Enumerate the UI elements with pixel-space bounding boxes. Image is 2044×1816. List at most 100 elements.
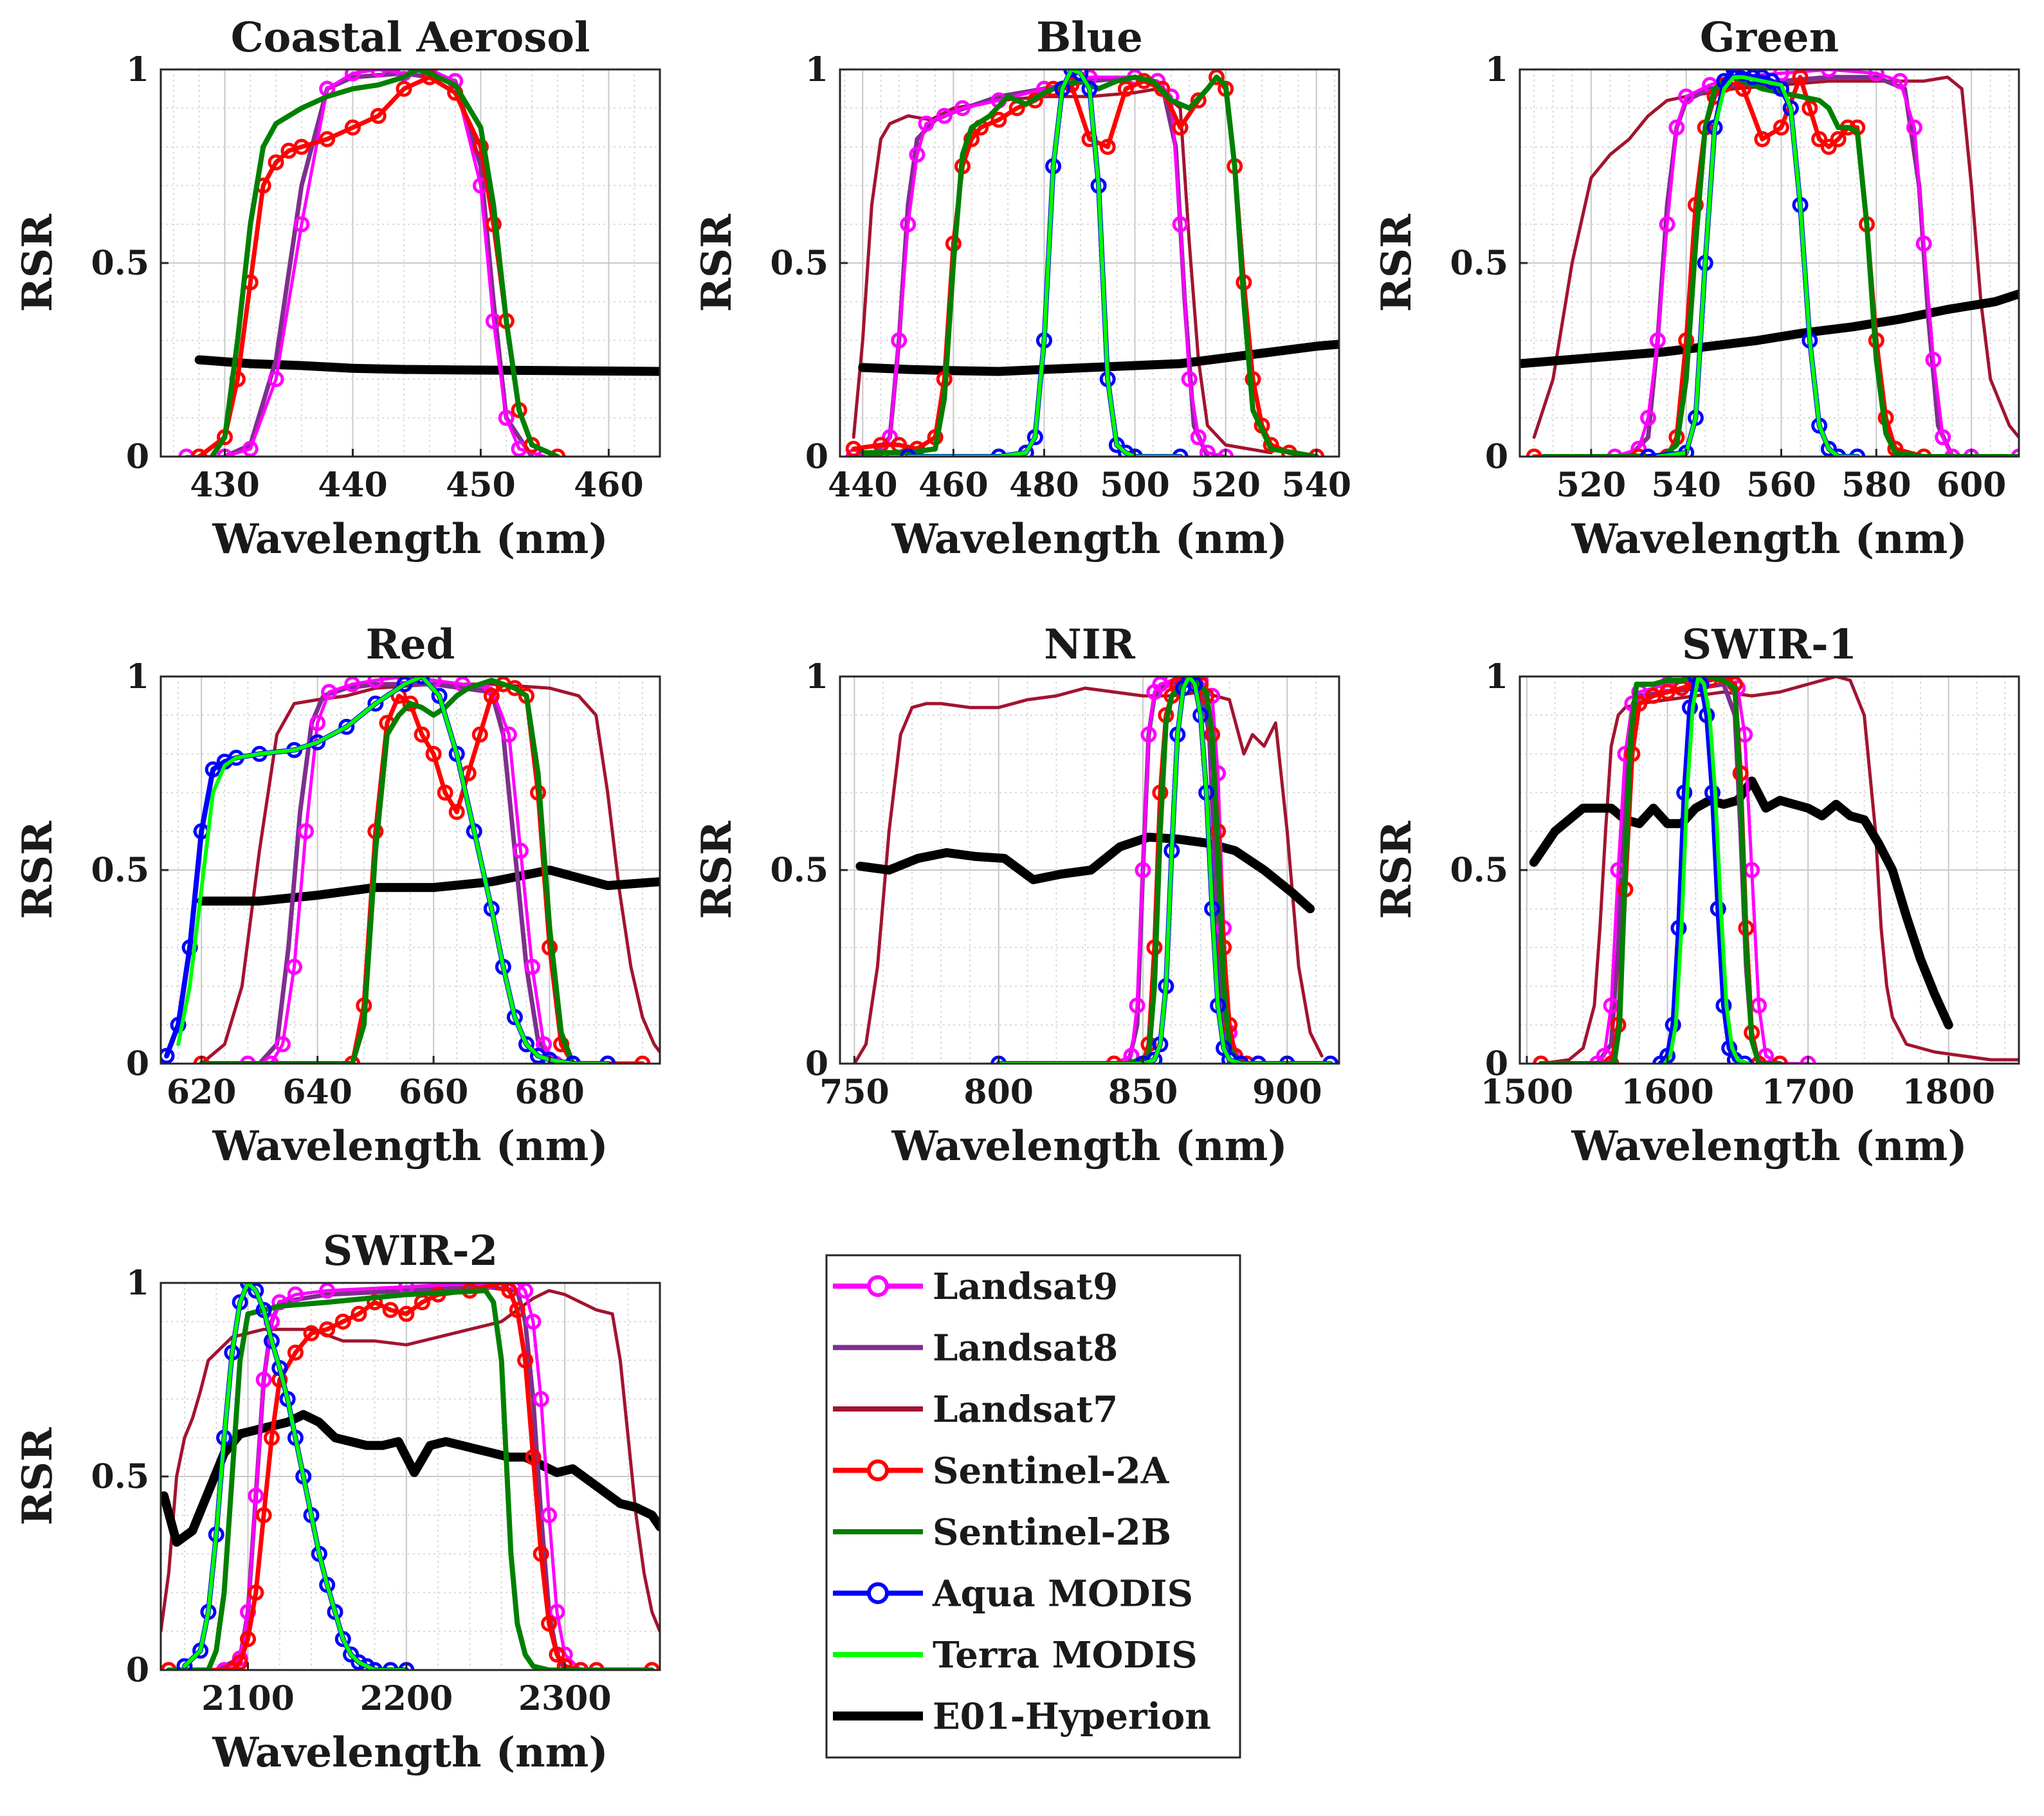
chart-title: Green bbox=[1700, 14, 1839, 62]
y-axis-label: RSR bbox=[1373, 821, 1421, 919]
y-tick-label: 0 bbox=[805, 437, 828, 477]
data-point bbox=[1117, 80, 1134, 97]
series-group bbox=[845, 69, 1339, 457]
data-point bbox=[1526, 448, 1542, 457]
x-tick-label: 430 bbox=[190, 466, 260, 505]
data-point bbox=[309, 734, 326, 750]
data-point bbox=[936, 107, 953, 124]
data-point bbox=[319, 1321, 336, 1338]
data-point bbox=[517, 1352, 534, 1368]
data-point bbox=[382, 1662, 399, 1670]
data-point bbox=[191, 448, 208, 457]
chart-panel: 440 460 480 500 520 540 0 0.5 1 Blue Wavelength (n… bbox=[693, 14, 1351, 563]
data-point bbox=[1172, 448, 1189, 457]
data-point bbox=[1135, 862, 1151, 878]
legend-marker bbox=[867, 1582, 889, 1604]
x-tick-label: 900 bbox=[1252, 1073, 1322, 1112]
data-point bbox=[572, 1662, 589, 1670]
series-line-aq bbox=[1657, 676, 1747, 1064]
x-tick-label: 440 bbox=[828, 466, 898, 505]
data-point bbox=[1649, 332, 1666, 349]
data-point bbox=[286, 959, 303, 975]
data-point bbox=[599, 1055, 616, 1064]
x-axis-label: Wavelength (nm) bbox=[891, 515, 1287, 563]
legend-entry: Terra MODIS bbox=[833, 1634, 1198, 1676]
data-point bbox=[239, 1055, 256, 1064]
data-point bbox=[1640, 410, 1657, 426]
chart-title: Coastal Aerosol bbox=[231, 14, 590, 62]
data-point bbox=[1906, 119, 1922, 136]
x-tick-label: 520 bbox=[1556, 466, 1627, 505]
data-point bbox=[274, 1036, 291, 1053]
data-point bbox=[338, 718, 355, 735]
series-line-s2a bbox=[166, 1283, 655, 1670]
data-point bbox=[1322, 1055, 1339, 1064]
x-tick-label: 800 bbox=[963, 1073, 1034, 1112]
y-tick-label: 1 bbox=[126, 657, 149, 696]
x-axis-label: Wavelength (nm) bbox=[212, 515, 608, 563]
data-point bbox=[414, 726, 430, 743]
data-point bbox=[517, 1283, 534, 1299]
chart-title: SWIR-2 bbox=[323, 1227, 498, 1275]
x-tick-label: 2100 bbox=[201, 1679, 295, 1718]
series-group bbox=[1529, 676, 2019, 1064]
data-point bbox=[396, 80, 412, 97]
y-axis-label: RSR bbox=[14, 1427, 62, 1525]
data-point bbox=[588, 1662, 605, 1670]
data-point bbox=[634, 1055, 651, 1064]
legend-entry: Aqua MODIS bbox=[833, 1573, 1193, 1615]
data-point bbox=[1771, 1055, 1788, 1064]
data-point bbox=[367, 695, 384, 712]
data-point bbox=[303, 1325, 320, 1341]
data-point bbox=[161, 1662, 177, 1670]
series-line-s2b bbox=[1541, 75, 2019, 457]
series-line-s2b bbox=[199, 678, 610, 1064]
chart-panel: 2100 2200 2300 0 0.5 1 SWIR-2 Wavelength (nm) RS… bbox=[14, 1227, 661, 1777]
chart-title: Red bbox=[366, 621, 455, 669]
data-point bbox=[1072, 69, 1089, 82]
series-line-l7 bbox=[1539, 676, 2019, 1064]
data-point bbox=[1849, 448, 1866, 457]
data-point bbox=[344, 119, 361, 136]
y-tick-label: 1 bbox=[126, 1264, 149, 1303]
y-tick-label: 0.5 bbox=[91, 244, 149, 283]
data-point bbox=[1811, 131, 1828, 147]
data-point bbox=[334, 1313, 351, 1330]
data-point bbox=[549, 448, 566, 457]
data-point bbox=[176, 1658, 193, 1670]
chart-panel: 750 800 850 900 0 0.5 1 NIR Wavelength (nm) RSR bbox=[693, 621, 1340, 1170]
data-point bbox=[512, 842, 529, 859]
series-line-te bbox=[1663, 676, 1751, 1064]
data-point bbox=[1603, 1055, 1620, 1064]
x-axis-label: Wavelength (nm) bbox=[891, 1122, 1287, 1170]
data-point bbox=[500, 726, 517, 743]
y-tick-label: 0 bbox=[1485, 1044, 1508, 1084]
data-point bbox=[1117, 444, 1134, 457]
chart-title: NIR bbox=[1044, 621, 1135, 669]
data-point bbox=[533, 1545, 549, 1562]
data-point bbox=[1670, 920, 1687, 936]
data-point bbox=[1892, 73, 1908, 89]
data-point bbox=[1754, 131, 1771, 147]
data-point bbox=[425, 745, 442, 762]
data-point bbox=[1099, 138, 1116, 155]
data-point bbox=[232, 1654, 248, 1670]
x-tick-label: 660 bbox=[399, 1073, 469, 1112]
data-point bbox=[1830, 448, 1847, 457]
data-point bbox=[161, 1048, 175, 1064]
series-line-l9 bbox=[852, 75, 1228, 457]
grid bbox=[840, 69, 1339, 457]
series-group bbox=[1520, 69, 2019, 457]
legend-entry: Landsat7 bbox=[833, 1388, 1118, 1431]
data-point bbox=[268, 371, 284, 388]
chart-panel: 620 640 660 680 0 0.5 1 Red Wavelength (nm) RSR bbox=[14, 621, 661, 1170]
data-point bbox=[1209, 69, 1225, 86]
data-point bbox=[293, 216, 310, 233]
data-point bbox=[448, 804, 465, 821]
data-point bbox=[263, 1430, 280, 1446]
data-point bbox=[1915, 235, 1932, 252]
data-point bbox=[1140, 726, 1157, 743]
y-tick-label: 1 bbox=[805, 657, 828, 696]
chart-title: Blue bbox=[1036, 14, 1143, 62]
